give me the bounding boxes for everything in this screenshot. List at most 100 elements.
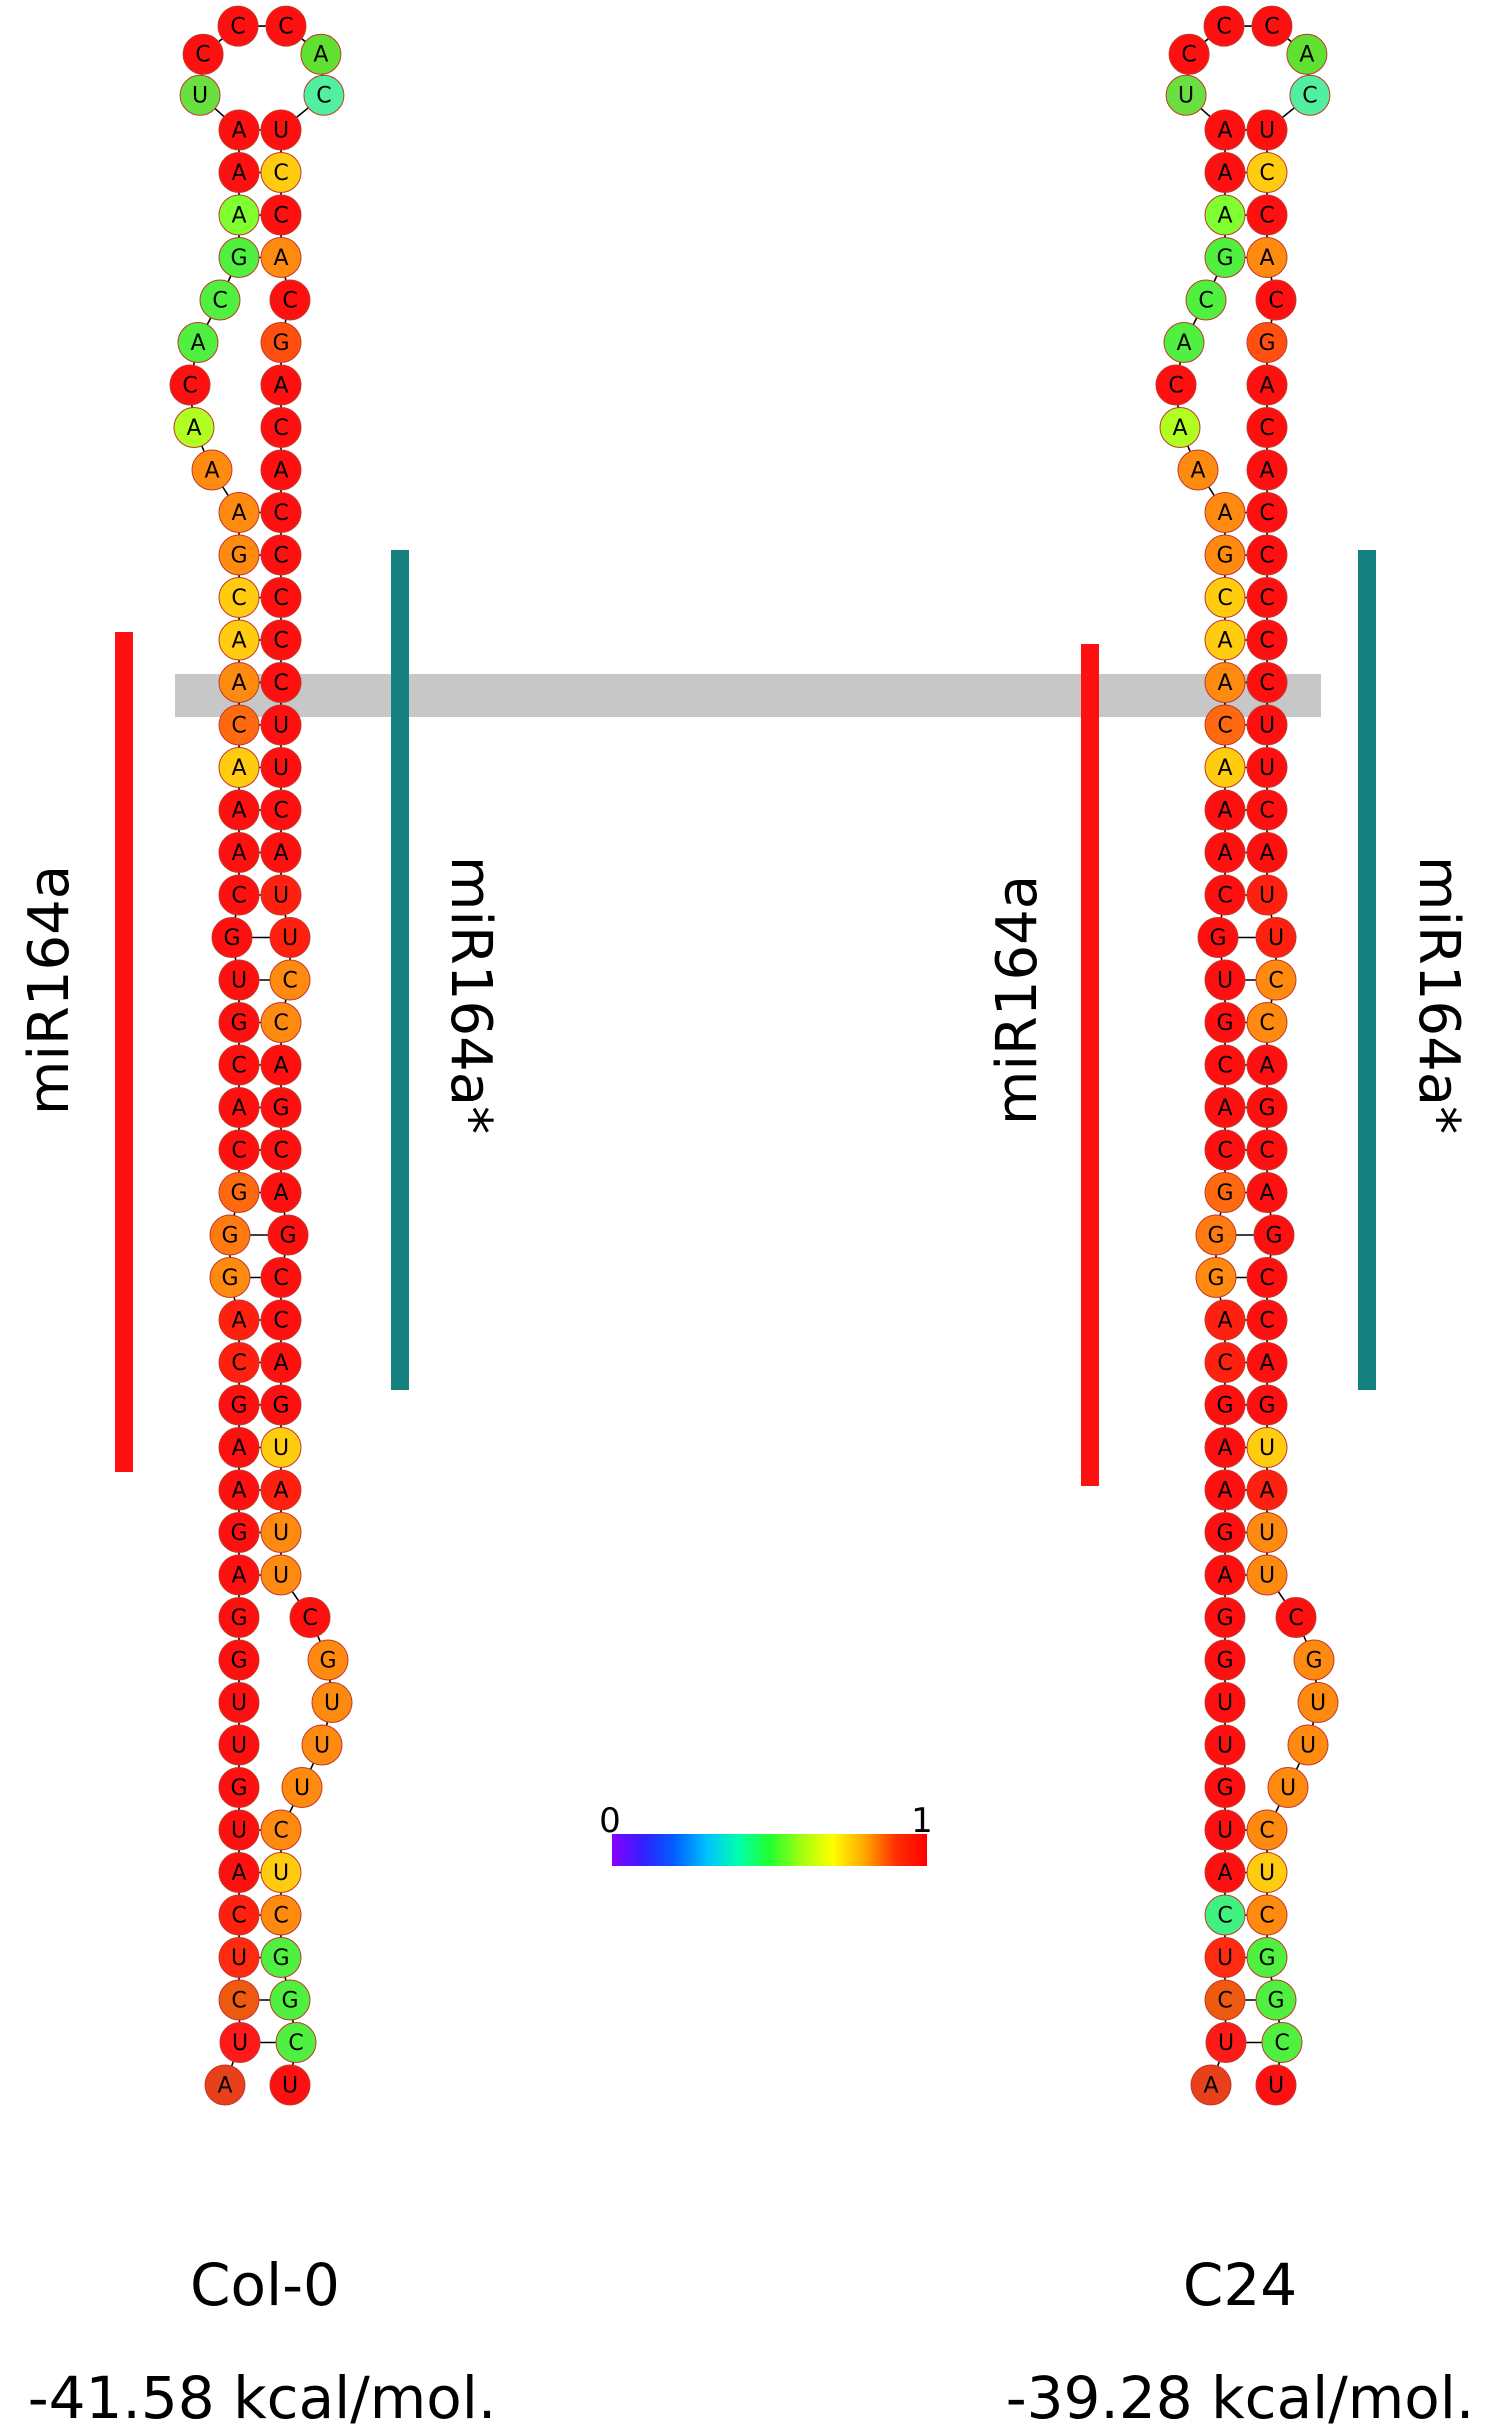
nucleotide-letter: C (1217, 1904, 1232, 1929)
nucleotide-letter: U (314, 1734, 330, 1759)
nucleotide-right-6 (260, 364, 302, 406)
nucleotide-letter: A (231, 1096, 246, 1121)
nucleotide-letter: C (1259, 1011, 1274, 1036)
nucleotide-letter: U (282, 926, 298, 951)
nucleotide-letter: C (273, 799, 288, 824)
name-label-c24: C24 (1183, 2251, 1297, 2319)
nucleotide-letter: U (1217, 969, 1233, 994)
nucleotide-right-43 (260, 1937, 302, 1978)
nucleotide-letter: G (281, 1989, 298, 2014)
nucleotide-letter: G (272, 1096, 289, 1121)
nucleotide-left-14 (1204, 1469, 1246, 1511)
nucleotide-right-42 (1246, 1894, 1288, 1936)
nucleotide-right-9 (260, 492, 302, 533)
nucleotide-right-10 (260, 534, 302, 576)
nucleotide-letter: U (1268, 926, 1284, 951)
nucleotide-right-29 (1246, 1342, 1288, 1383)
nucleotide-right-31 (260, 1427, 302, 1468)
nucleotide-letter: A (1176, 331, 1191, 356)
nucleotide-letter: U (231, 969, 247, 994)
nucleotide-right-11 (1246, 577, 1288, 618)
nucleotide-left-25 (218, 1002, 260, 1043)
nucleotide-left-23 (1204, 1087, 1246, 1128)
nucleotide-letter: C (302, 1606, 317, 1631)
nucleotide-letter: A (231, 841, 246, 866)
nucleotide-right-7 (1246, 407, 1288, 448)
nucleotide-left-27 (1197, 917, 1239, 958)
nucleotide-letter: A (1217, 1096, 1232, 1121)
nucleotide-letter: C (231, 1139, 246, 1164)
nucleotide-left-28 (218, 874, 260, 916)
nucleotide-letter: G (1216, 1649, 1233, 1674)
nucleotide-left-6 (218, 1809, 260, 1851)
nucleotide-right-33 (260, 1512, 302, 1553)
mirna-label-c24: miR164a (985, 875, 1050, 1125)
nucleotide-letter: C (231, 714, 246, 739)
nucleotide-letter: G (1207, 1224, 1224, 1249)
nucleotide-right-16 (1246, 789, 1288, 831)
nucleotide-letter: G (1216, 1606, 1233, 1631)
nucleotide-letter: C (1217, 1139, 1232, 1164)
nucleotide-letter: G (1216, 246, 1233, 271)
nucleotide-letter: U (273, 1861, 289, 1886)
nucleotide-letter: C (273, 671, 288, 696)
nucleotide-letter: C (231, 1904, 246, 1929)
mirna-bar-c24 (1081, 644, 1099, 1486)
nucleotide-left-45 (1204, 152, 1246, 193)
nucleotide-letter: G (1207, 1266, 1224, 1291)
structure-col0: AUCUCAUGUUGGAGAAGCAGGGCACGUGCAAACAACGAAA… (169, 5, 353, 2106)
mirna-star-label-col0: miR164a* (438, 856, 503, 1134)
nucleotide-left-2 (218, 1979, 260, 2021)
nucleotide-left-3 (1204, 1937, 1246, 1978)
nucleotide-left-17 (1204, 1342, 1246, 1383)
nucleotide-letter: C (282, 289, 297, 314)
nucleotide-left-12 (1204, 1554, 1246, 1596)
nucleotide-left-33 (1204, 662, 1246, 703)
backbone-line (1175, 25, 1319, 2086)
nucleotide-letter: C (1259, 629, 1274, 654)
nucleotide-right-27 (260, 1257, 302, 1298)
nucleotide-letter: A (1217, 1861, 1232, 1886)
nucleotide-left-29 (1204, 832, 1246, 873)
nucleotide-right-41 (260, 1852, 302, 1893)
nucleotide-letter: A (204, 459, 219, 484)
mirna-star-bar-col0 (391, 550, 409, 1390)
nucleotide-letter: A (1217, 629, 1232, 654)
nucleotide-left-33 (218, 662, 260, 703)
nucleotide-letter: G (1258, 1394, 1275, 1419)
nucleotide-letter: U (273, 1521, 289, 1546)
nucleotide-letter: C (273, 1011, 288, 1036)
nucleotide-right-14 (1246, 704, 1288, 746)
nucleotide-letter: G (230, 1606, 247, 1631)
nucleotide-left-8 (218, 1724, 260, 1766)
nucleotide-right-30 (1246, 1384, 1288, 1426)
nucleotide-right-28 (260, 1299, 302, 1341)
nucleotide-left-15 (1204, 1427, 1246, 1468)
nucleotide-left-35 (1204, 577, 1246, 618)
nucleotide-letter: C (195, 43, 210, 68)
nucleotide-right-9 (1246, 492, 1288, 533)
nucleotide-right-45 (275, 2022, 317, 2063)
nucleotide-right-7 (260, 407, 302, 448)
nucleotide-letter: A (231, 1479, 246, 1504)
nucleotide-left-36 (218, 534, 260, 576)
nucleotide-right-14 (260, 704, 302, 746)
nucleotide-left-45 (218, 152, 260, 193)
nucleotide-left-40 (1155, 364, 1197, 406)
nucleotide-letter: C (288, 2031, 303, 2056)
nucleotide-left-22 (218, 1129, 260, 1171)
nucleotide-right-16 (260, 789, 302, 831)
nucleotide-right-12 (1246, 619, 1288, 661)
nucleotide-right-0 (260, 109, 302, 151)
nucleotide-loop-1 (182, 33, 224, 75)
nucleotide-right-24 (260, 1129, 302, 1171)
nucleotide-letter: G (230, 1181, 247, 1206)
nucleotide-right-32 (1246, 1469, 1288, 1511)
nucleotide-letter: G (1258, 1096, 1275, 1121)
nucleotide-left-13 (1204, 1512, 1246, 1553)
nucleotide-letter: U (273, 714, 289, 739)
nucleotide-left-28 (1204, 874, 1246, 916)
nucleotide-letter: A (1217, 204, 1232, 229)
nucleotide-right-46 (1255, 2064, 1297, 2106)
nucleotide-left-37 (1204, 492, 1246, 533)
